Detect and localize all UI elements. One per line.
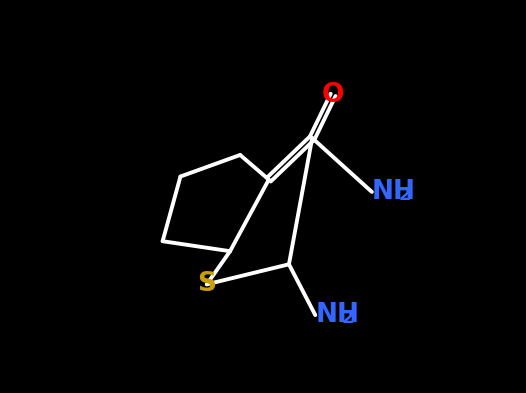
Text: O: O [322, 82, 345, 108]
Text: S: S [197, 271, 216, 298]
Text: 2: 2 [342, 309, 354, 327]
Text: NH: NH [372, 179, 416, 205]
Text: 2: 2 [398, 186, 411, 204]
Text: NH: NH [315, 302, 359, 328]
